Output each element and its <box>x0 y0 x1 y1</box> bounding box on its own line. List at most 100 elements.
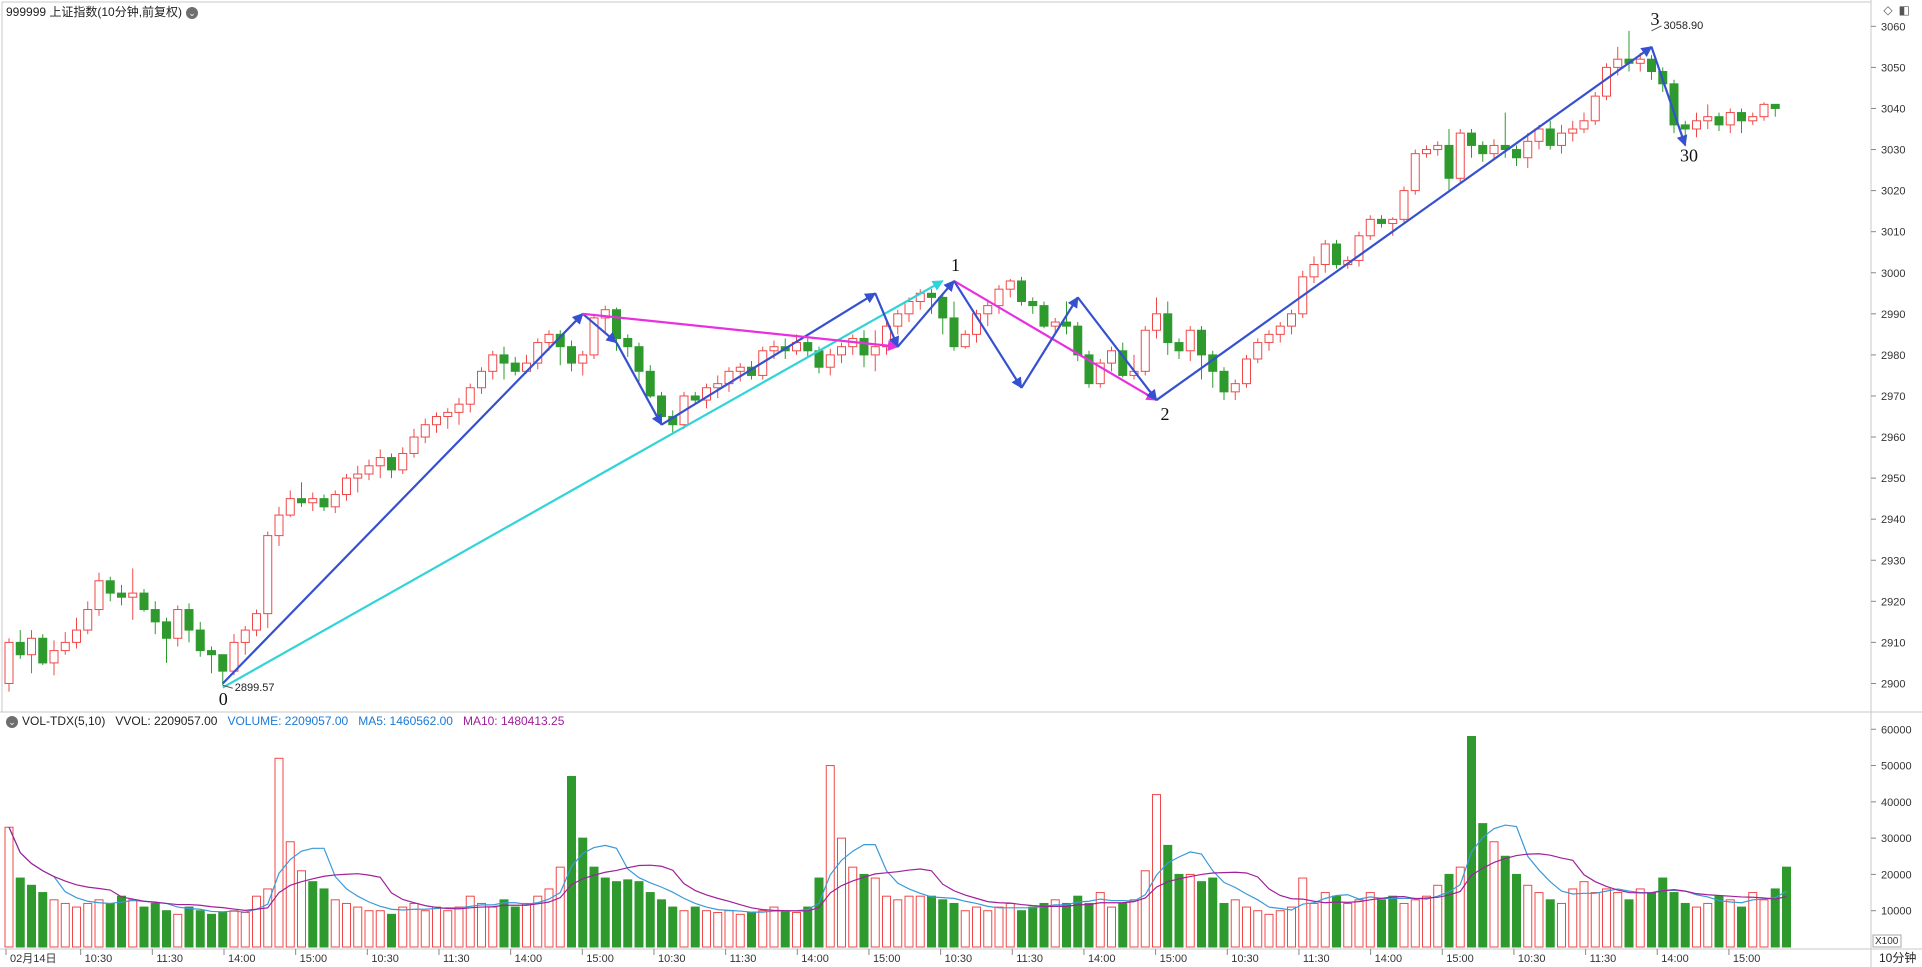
candle-up <box>1590 95 1600 122</box>
time-tick-label: 15:00 <box>300 953 328 965</box>
collapse-volume-icon[interactable]: ⌄ <box>6 715 18 728</box>
volume-bar-up <box>83 902 93 948</box>
volume-bar-down <box>814 877 824 948</box>
wave-label: 1 <box>951 255 960 275</box>
volume-bar-up <box>1343 902 1353 948</box>
volume-bar-down <box>1332 895 1341 948</box>
volume-bar-up <box>792 912 801 948</box>
candle-down <box>1478 144 1488 155</box>
volume-bar-down <box>150 902 160 948</box>
candle-up <box>544 333 554 344</box>
volume-bar-up <box>60 902 70 948</box>
candle-up <box>454 403 464 413</box>
candle-down <box>1062 321 1071 327</box>
candle-up <box>1703 116 1713 122</box>
candle-down <box>297 498 306 504</box>
volume-bar-down <box>319 888 329 948</box>
volume-bar-up <box>1635 888 1645 948</box>
volume-bar-up <box>1759 899 1769 948</box>
volume-bar-down <box>1512 873 1521 948</box>
volume-bar-down <box>780 910 790 948</box>
volume-bar-up <box>848 866 858 948</box>
wave-arrow-blue <box>1155 45 1653 401</box>
volume-bar-down <box>1163 844 1173 948</box>
candle-up <box>229 641 239 672</box>
volume-bar-down <box>1467 736 1476 948</box>
candle-down <box>1680 124 1690 130</box>
candle-up <box>1523 140 1533 159</box>
volume-bar-up <box>1422 895 1431 948</box>
volume-bar-up <box>4 826 14 948</box>
candle-up <box>477 370 486 389</box>
volume-bar-up <box>409 902 419 948</box>
volume-bar-down <box>1658 877 1668 948</box>
candle-down <box>1163 313 1173 344</box>
candle-up <box>432 416 441 426</box>
time-tick-label: 10:30 <box>945 953 973 965</box>
candle-down <box>690 395 700 401</box>
candle-up <box>1410 153 1420 192</box>
candle-up <box>893 313 903 327</box>
volume-bar-up <box>1152 794 1161 948</box>
volume-bar-up <box>1489 841 1499 948</box>
time-tick-label: 15:00 <box>1160 953 1188 965</box>
volume-tick-label: 30000 <box>1881 833 1912 845</box>
volume-bar-up <box>353 906 363 948</box>
volume-bar-down <box>1669 892 1679 948</box>
candle-up <box>364 465 374 475</box>
candle-up <box>308 498 318 504</box>
volume-bar-down <box>1714 895 1724 948</box>
volume-bar-up <box>1534 892 1544 948</box>
candle-up <box>1388 218 1398 224</box>
volume-bar-down <box>117 895 126 948</box>
candle-down <box>510 362 520 372</box>
candle-down <box>139 592 149 611</box>
volume-bar-up <box>735 913 745 948</box>
volume-bar-up <box>1568 888 1578 948</box>
candle-down <box>1174 342 1184 352</box>
candle-down <box>387 457 396 471</box>
time-tick-label: 14:00 <box>801 953 829 965</box>
collapse-icon[interactable]: ⌄ <box>186 6 199 19</box>
candle-down <box>1647 58 1656 72</box>
price-tick-label: 3010 <box>1881 227 1905 239</box>
volume-bar-up <box>1410 899 1420 948</box>
candle-up <box>600 309 610 319</box>
candle-down <box>1073 325 1083 356</box>
volume-bar-down <box>1174 873 1184 948</box>
chart-title: 999999 上证指数(10分钟,前复权) <box>6 5 183 19</box>
price-frame <box>1 1 1872 713</box>
volume-bar-down <box>657 899 666 948</box>
vol-indicator: VOL-TDX(5,10) <box>22 714 106 728</box>
volume-bar-up <box>1433 884 1443 948</box>
candle-up <box>128 592 138 598</box>
panel-icon[interactable]: ◧ <box>1898 3 1910 17</box>
volume-bar-up <box>240 912 250 948</box>
candle-down <box>1039 305 1049 327</box>
candle-up <box>1534 128 1544 142</box>
volume-bar-up <box>724 910 734 948</box>
volume-bar-down <box>308 881 318 948</box>
candle-up <box>488 354 498 372</box>
candle-up <box>1107 350 1116 364</box>
volume-bar-down <box>1770 888 1780 948</box>
volume-bar-down <box>1208 877 1218 948</box>
volume-bar-up <box>870 877 880 948</box>
candle-up <box>1230 383 1240 393</box>
candle-up <box>342 477 351 496</box>
volume-bar-down <box>499 899 509 948</box>
price-panel[interactable] <box>4 30 1780 692</box>
wave-arrow-blue <box>582 312 618 344</box>
volume-bar-up <box>1602 888 1611 948</box>
candle-down <box>612 309 621 339</box>
candle-down <box>1197 329 1206 356</box>
volume-panel[interactable] <box>4 736 1791 948</box>
volume-tick-label: 10000 <box>1881 906 1912 918</box>
volume-bar-up <box>465 895 475 948</box>
time-tick-label: 11:30 <box>730 953 757 965</box>
price-tick-label: 2930 <box>1881 555 1905 567</box>
time-tick-label: 10:30 <box>1518 953 1546 965</box>
diamond-icon[interactable]: ◇ <box>1883 3 1893 17</box>
volume-bar-up <box>904 895 914 948</box>
volume-bar-up <box>1703 902 1713 948</box>
